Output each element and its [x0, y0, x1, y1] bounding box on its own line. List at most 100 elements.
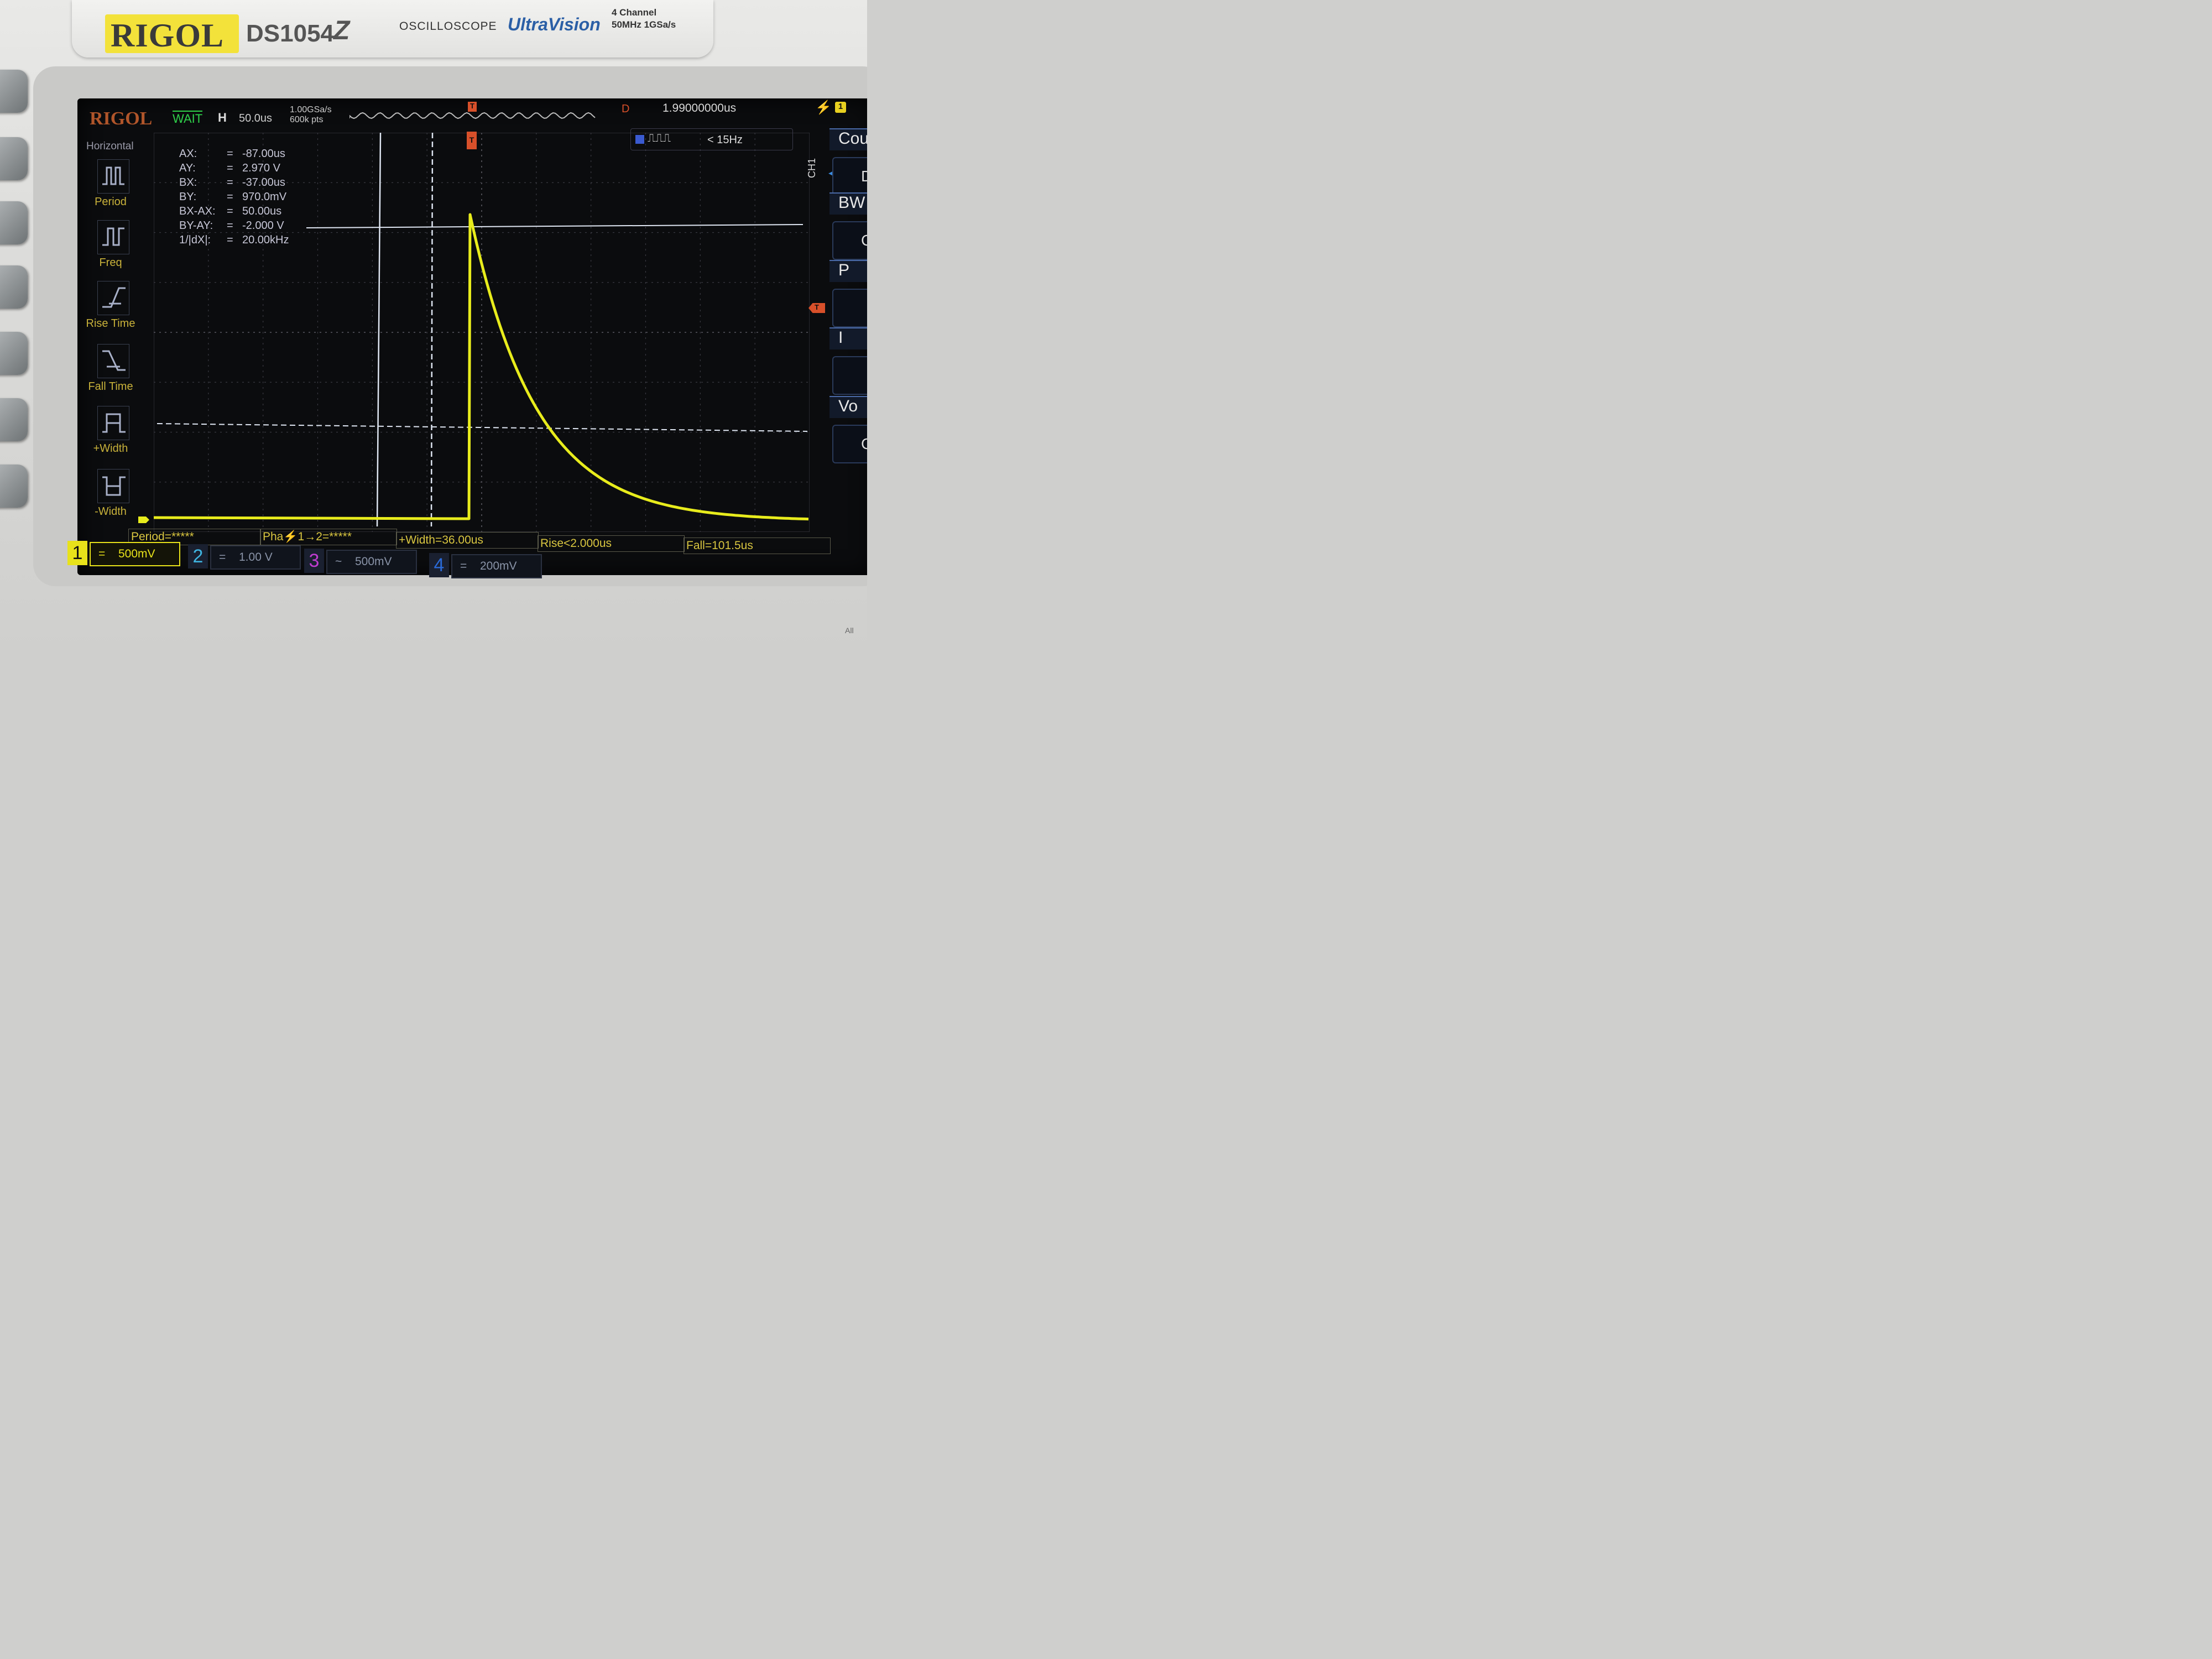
measurement-rise-time: Rise<2.000us: [538, 535, 685, 552]
softkey-5-button[interactable]: [0, 332, 28, 375]
negative-width-icon[interactable]: [97, 469, 129, 503]
screen-logo: RIGOL: [90, 108, 153, 129]
positive-width-icon[interactable]: [97, 406, 129, 440]
channel-menu-value[interactable]: [832, 289, 867, 327]
softkey-3-button[interactable]: [0, 201, 28, 244]
channel-settings: = 200mV: [451, 554, 542, 578]
vertical-scale: 1.00 V: [239, 551, 273, 564]
coupling-icon: =: [460, 560, 467, 572]
counter-channel-badge: [635, 135, 644, 144]
softkey-2-button[interactable]: [0, 137, 28, 180]
cursor-readout-value: 2.970 V: [242, 162, 280, 174]
trigger-position-marker: T: [468, 102, 477, 112]
measurement-phase: Pha⚡1→2=*****: [260, 529, 397, 545]
cursor-readout-equals: =: [227, 205, 233, 217]
channel-menu-heading[interactable]: Vo: [830, 396, 867, 418]
channel-menu-value[interactable]: C: [832, 221, 867, 260]
delay-label: D: [622, 103, 630, 115]
channel-4-status[interactable]: 4 = 200mV: [429, 553, 542, 578]
channel-menu-heading[interactable]: BW: [830, 192, 867, 215]
graticule: [154, 133, 810, 532]
menu-item-label[interactable]: Period: [95, 196, 127, 208]
channel-1-ground-marker[interactable]: [138, 517, 149, 523]
menu-item-label[interactable]: Freq: [99, 257, 122, 269]
cursor-readout-row: BX-AX: = 50.00us: [179, 205, 306, 220]
frequency-icon[interactable]: [97, 220, 129, 254]
cursor-readout-row: AY: = 2.970 V: [179, 162, 306, 176]
coupling-icon: =: [219, 551, 226, 564]
channel-1-status[interactable]: 1 = 500mV: [67, 541, 180, 566]
channel-menu-value[interactable]: D: [832, 157, 867, 196]
delay-value[interactable]: 1.99000000us: [662, 102, 737, 114]
cursor-readout-value: -2.000 V: [242, 220, 284, 232]
cursor-readout-label: BX-AX:: [179, 205, 216, 217]
channel-menu-heading[interactable]: P: [830, 260, 867, 282]
brand-plate: [105, 14, 239, 53]
channel-1-trace: [154, 213, 809, 521]
cursor-readout-value: -87.00us: [242, 148, 285, 160]
cursor-readout-label: AX:: [179, 148, 197, 160]
vertical-scale: 500mV: [118, 547, 155, 560]
channel-2-status[interactable]: 2 = 1.00 V: [188, 544, 301, 570]
channel-menu-value[interactable]: C: [832, 425, 867, 463]
cursor-readout-value: 20.00kHz: [242, 234, 289, 246]
coupling-icon: ~: [335, 555, 342, 568]
cursor-readout-row: BY-AY: = -2.000 V: [179, 220, 306, 234]
brand-logo: RIGOL: [111, 17, 225, 54]
channel-settings: = 1.00 V: [210, 545, 301, 570]
cursor-readout-label: 1/|dX|:: [179, 234, 211, 246]
softkey-4-button[interactable]: [0, 265, 28, 309]
menu-item-label[interactable]: Rise Time: [86, 317, 135, 330]
channel-menu-heading[interactable]: Cou: [830, 128, 867, 150]
corner-label: All: [845, 626, 854, 635]
channel-menu-heading[interactable]: I: [830, 327, 867, 349]
cursor-readout-label: AY:: [179, 162, 196, 174]
coupling-icon: =: [98, 547, 106, 560]
cursor-b-horizontal[interactable]: [156, 423, 808, 432]
sample-rate: 1.00GSa/s: [290, 105, 332, 114]
photo-of-oscilloscope: RIGOL DS1054 Z OSCILLOSCOPE UltraVision …: [0, 0, 867, 650]
menu-title: Horizontal: [86, 140, 134, 152]
rise-time-icon[interactable]: [97, 281, 129, 315]
trigger-time-marker: T: [467, 132, 477, 149]
memory-depth: 600k pts: [290, 115, 324, 124]
trigger-source-badge: 1: [835, 102, 846, 113]
channels-label: 4 Channel: [612, 7, 657, 18]
timebase-label: H: [218, 111, 227, 124]
channel-number: 1: [67, 541, 87, 565]
cursor-b-vertical[interactable]: [430, 133, 434, 527]
softkey-6-button[interactable]: [0, 398, 28, 441]
menu-item-label[interactable]: +Width: [93, 442, 128, 455]
acquisition-info: 1.00GSa/s 600k pts: [290, 105, 332, 125]
cursor-readout-label: BY-AY:: [179, 220, 213, 232]
series-logo: UltraVision: [508, 14, 601, 34]
menu-item-label[interactable]: Fall Time: [88, 380, 133, 393]
counter-value: < 15Hz: [707, 134, 743, 146]
bandwidth-label: 50MHz 1GSa/s: [612, 19, 676, 30]
channel-menu-value[interactable]: [832, 356, 867, 395]
cursor-readout-value: 970.0mV: [242, 191, 287, 203]
menu-item-label[interactable]: -Width: [95, 505, 127, 518]
measurement-positive-width: +Width=36.00us: [396, 532, 539, 549]
period-icon[interactable]: [97, 159, 129, 194]
fall-time-icon[interactable]: [97, 344, 129, 378]
cursor-a-vertical[interactable]: [376, 133, 382, 527]
cursor-readout-equals: =: [227, 148, 233, 160]
softkey-1-button[interactable]: [0, 70, 28, 113]
cursor-a-horizontal[interactable]: [306, 224, 804, 228]
frequency-counter: ⎍⎍⎍ < 15Hz: [630, 128, 793, 150]
softkey-7-button[interactable]: [0, 465, 28, 508]
trigger-edge-icon: ⚡: [815, 100, 832, 115]
cursor-readout-value: 50.00us: [242, 205, 282, 217]
channel-number: 4: [429, 553, 449, 577]
trigger-level-marker[interactable]: T: [808, 303, 825, 313]
timebase-value[interactable]: 50.0us: [239, 112, 273, 124]
channel-number: 2: [188, 544, 208, 568]
channel-settings: ~500mV: [326, 550, 417, 574]
model-number: DS1054: [246, 20, 335, 47]
channel-3-status[interactable]: 3 ~500mV: [304, 549, 417, 574]
cursor-readout-equals: =: [227, 191, 233, 203]
device-type-label: OSCILLOSCOPE: [399, 20, 497, 33]
waveform-display[interactable]: [154, 133, 810, 532]
lcd-screen: [77, 98, 867, 575]
